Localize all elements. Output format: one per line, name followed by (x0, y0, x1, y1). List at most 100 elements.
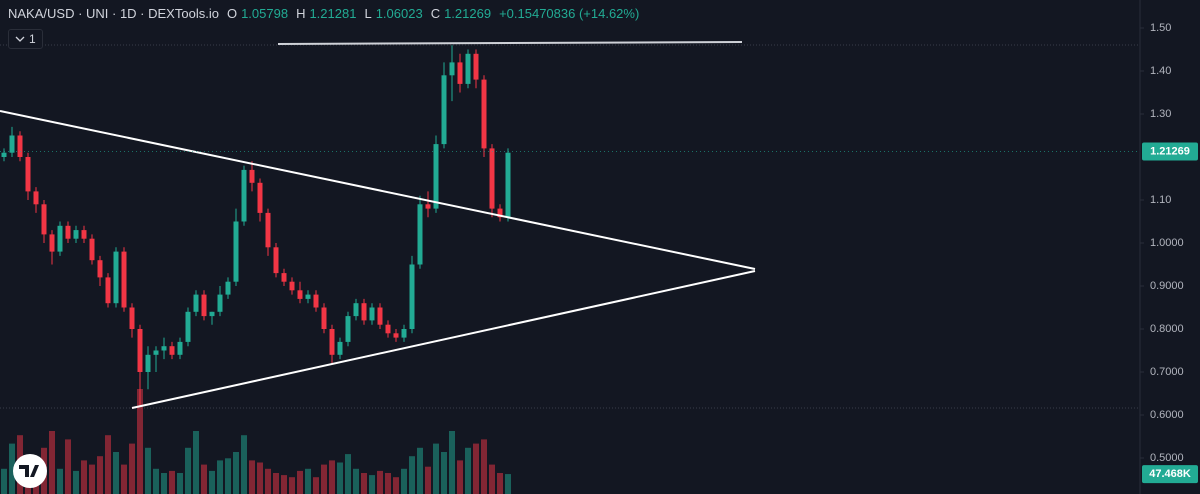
candle-body (345, 316, 351, 342)
volume-bar (97, 456, 103, 494)
symbol-title: NAKA/USD · UNI · 1D · DEXTools.io (8, 6, 219, 21)
chevron (15, 36, 25, 42)
volume-bar (1, 468, 7, 494)
volume-bar (145, 447, 151, 494)
candle-body (193, 294, 199, 312)
volume-bar (273, 473, 279, 494)
trend-line (131, 270, 756, 409)
candle-body (57, 225, 63, 252)
candle-body (33, 191, 39, 205)
change: +0.15470836 (+14.62%) (499, 6, 640, 21)
trend-lines (0, 41, 756, 409)
volume-bar (73, 470, 79, 494)
volume-bar (497, 473, 503, 494)
volume-bar (457, 460, 463, 494)
volume-bar (425, 466, 431, 494)
volume-bar (433, 443, 439, 494)
volume-bar (265, 468, 271, 494)
volume-bar (9, 443, 15, 494)
candle-body (313, 294, 319, 308)
candle-body (353, 303, 359, 317)
candle-body (465, 53, 471, 84)
volume-bar (201, 464, 207, 494)
interval: 1 (29, 32, 36, 46)
volume-bar (113, 452, 119, 494)
volume-bar (441, 452, 447, 494)
price-tag: 1.21269 (1150, 145, 1190, 157)
y-tick-label: 0.9000 (1150, 280, 1184, 292)
volume-bar (385, 473, 391, 494)
volume-bar (193, 431, 199, 494)
candle-body (41, 204, 47, 235)
volume-bar (297, 470, 303, 494)
volume-bar (249, 460, 255, 494)
volume-bar (257, 462, 263, 494)
ohlc-key: H (296, 6, 306, 21)
y-tick-label: 1.40 (1150, 65, 1171, 77)
trend-line (0, 110, 756, 270)
y-tick-label: 1.0000 (1150, 237, 1184, 249)
candle-body (201, 294, 207, 317)
candle-body (409, 264, 415, 329)
candle-body (65, 225, 71, 239)
candle-body (449, 62, 455, 76)
candle-body (273, 247, 279, 274)
candle-body (481, 79, 487, 149)
candle-body (49, 234, 55, 252)
candle-body (265, 212, 271, 248)
tv-logo (13, 454, 47, 488)
ohlc-value: 1.06023 (375, 6, 423, 21)
volume-bar (473, 443, 479, 494)
volume-bar (377, 470, 383, 494)
candle-body (505, 152, 511, 218)
y-tick-label: 1.30 (1150, 108, 1171, 120)
trend-line (277, 41, 743, 45)
volume-bar (305, 468, 311, 494)
candle-body (241, 169, 247, 222)
candle-body (89, 238, 95, 261)
volume-bar (489, 464, 495, 494)
y-tick-label: 0.6000 (1150, 409, 1184, 421)
candle-body (497, 208, 503, 218)
volume-bar (129, 443, 135, 494)
candle-body (73, 230, 79, 239)
volume-bar (65, 439, 71, 494)
candle-body (25, 157, 31, 192)
volume-bar (225, 458, 231, 494)
y-tick-label: 0.7000 (1150, 366, 1184, 378)
candle-body (161, 346, 167, 351)
volume-bar (281, 475, 287, 494)
candle-body (433, 144, 439, 209)
candle-body (257, 182, 263, 213)
volume-bar (81, 460, 87, 494)
candle-body (289, 281, 295, 291)
candle-body (441, 75, 447, 145)
volume-bar (49, 431, 55, 494)
candle-body (225, 281, 231, 295)
candle-body (337, 341, 343, 355)
candle-body (113, 251, 119, 304)
y-tick-label: 0.5000 (1150, 452, 1184, 464)
candle-body (121, 251, 127, 308)
ohlc-value: 1.05798 (241, 6, 289, 21)
candle-body (305, 294, 311, 299)
volume-bar (329, 460, 335, 494)
candle-body (153, 350, 159, 355)
candle-body (177, 341, 183, 355)
logo-circle (13, 454, 47, 488)
candle-body (417, 204, 423, 265)
volume-bar (345, 454, 351, 494)
volume-bar (321, 464, 327, 494)
candle-body (249, 169, 255, 183)
interval-button[interactable]: 1 (8, 29, 43, 49)
volume-bar (153, 468, 159, 494)
ohlc-value: 1.21269 (444, 6, 492, 21)
candle-body (185, 311, 191, 342)
candle-body (281, 273, 287, 282)
volume-bar (393, 477, 399, 494)
candle-body (329, 329, 335, 355)
volume-bar (137, 389, 143, 494)
candle-body (321, 307, 327, 329)
candle-body (425, 204, 431, 209)
